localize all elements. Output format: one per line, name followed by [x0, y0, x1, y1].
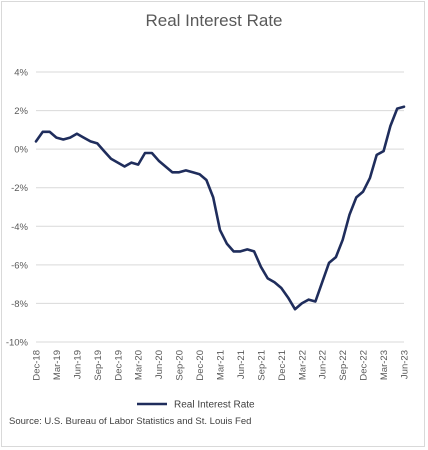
x-tick-label: Jun-21 — [236, 350, 247, 379]
x-tick-label: Mar-20 — [134, 350, 145, 380]
y-tick-label: -6% — [11, 260, 28, 271]
x-tick-label: Dec-18 — [32, 350, 43, 381]
x-tick-label: Jun-19 — [72, 350, 83, 379]
x-tick-label: Sep-20 — [175, 350, 186, 381]
x-tick-label: Sep-19 — [93, 350, 104, 381]
y-tick-label: 4% — [14, 68, 28, 79]
x-tick-label: Dec-20 — [195, 350, 206, 381]
x-tick-label: Dec-22 — [359, 350, 370, 381]
y-tick-label: -10% — [6, 338, 29, 349]
y-tick-label: -2% — [11, 183, 28, 194]
source-note: Source: U.S. Bureau of Labor Statistics … — [9, 416, 252, 427]
x-tick-label: Mar-23 — [379, 350, 390, 380]
y-tick-label: 0% — [14, 145, 28, 156]
x-tick-label: Mar-22 — [297, 350, 308, 380]
legend-label: Real Interest Rate — [174, 400, 255, 411]
y-tick-label: -8% — [11, 299, 28, 310]
x-tick-label: Mar-21 — [216, 350, 227, 380]
x-tick-label: Sep-21 — [256, 350, 267, 381]
x-tick-label: Sep-22 — [338, 350, 349, 381]
x-tick-label: Jun-20 — [154, 350, 165, 379]
y-tick-label: 2% — [14, 106, 28, 117]
series-line-real-interest-rate — [34, 105, 406, 311]
x-tick-label: Jun-23 — [400, 350, 411, 379]
chart-title: Real Interest Rate — [145, 11, 283, 30]
x-tick-label: Jun-22 — [318, 350, 329, 379]
y-tick-label: -4% — [11, 222, 28, 233]
x-tick-label: Dec-19 — [113, 350, 124, 381]
x-tick-label: Dec-21 — [277, 350, 288, 381]
x-tick-label: Mar-19 — [52, 350, 63, 380]
